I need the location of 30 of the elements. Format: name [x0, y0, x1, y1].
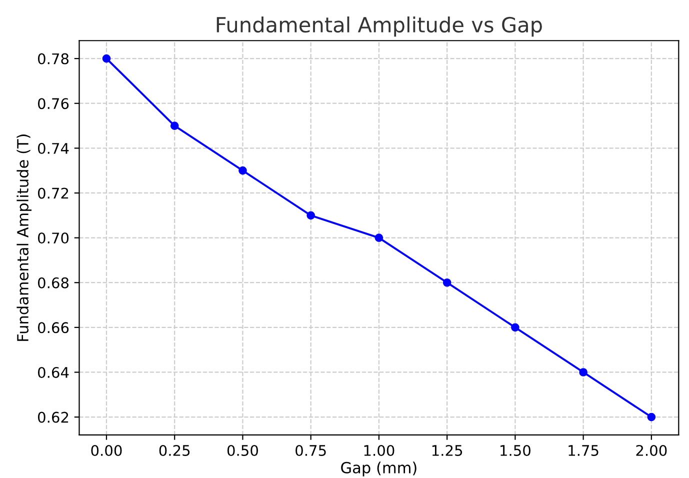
point	[511, 323, 520, 332]
y-tick-label: 0.66	[38, 322, 69, 334]
x-tick-label: 0.50	[227, 444, 258, 456]
point	[647, 412, 656, 422]
x-tick-label: 1.00	[364, 444, 394, 456]
y-axis-title: Fundamental Amplitude (T)	[16, 134, 32, 341]
point	[579, 368, 588, 376]
x-tick-label: 2.00	[636, 444, 667, 456]
chart-title: Fundamental Amplitude vs Gap	[216, 16, 542, 37]
x-axis-title: Gap (mm)	[341, 462, 416, 476]
point	[374, 234, 384, 242]
y-tick-label: 0.70	[38, 232, 69, 244]
point	[102, 54, 111, 63]
x-tick-label: 0.25	[159, 444, 190, 456]
y-tick-label: 0.72	[38, 188, 68, 199]
point	[170, 122, 179, 130]
x-tick-label: 1.25	[432, 444, 462, 456]
x-tick-label: 1.75	[568, 445, 598, 456]
x-tick-label: 1.50	[500, 444, 530, 456]
y-tick-label: 0.76	[38, 98, 69, 110]
x-tick-label: 0.75	[296, 444, 326, 456]
point	[442, 278, 452, 287]
y-tick-label: 0.78	[38, 53, 69, 64]
x-tick-label: 0.00	[91, 444, 122, 456]
point	[238, 166, 247, 175]
y-tick-label: 0.62	[38, 412, 68, 423]
y-tick-label: 0.74	[38, 142, 69, 154]
y-tick-label: 0.64	[38, 366, 69, 378]
y-tick-label: 0.68	[38, 277, 69, 288]
point	[306, 211, 315, 220]
